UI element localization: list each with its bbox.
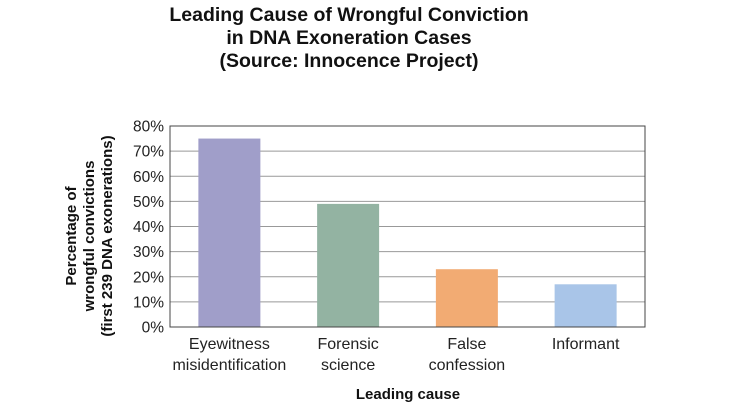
y-tick-label: 0%	[142, 320, 165, 337]
bars	[198, 138, 617, 327]
y-tick-label: 50%	[133, 194, 164, 211]
bar	[435, 269, 498, 327]
y-tick-label: 40%	[133, 219, 164, 236]
x-axis-label: Leading cause	[356, 386, 460, 403]
chart-title-line-3: (Source: Innocence Project)	[219, 50, 479, 72]
y-tick-label: 20%	[133, 269, 164, 286]
y-tick-labels: 0% 10% 20% 30% 40% 50% 60% 70% 80%	[133, 119, 164, 337]
y-tick-label: 60%	[133, 169, 164, 186]
chart-title-line-1: Leading Cause of Wrongful Conviction	[169, 4, 529, 26]
bar	[317, 203, 380, 327]
x-category-label: Forensic science	[317, 336, 378, 374]
x-category-label: Informant	[552, 336, 620, 353]
x-category-label: False confession	[429, 336, 506, 374]
y-axis-label: Percentage ofwrongful convictions(first …	[63, 135, 116, 336]
chart-title-line-2: in DNA Exoneration Cases	[226, 27, 472, 49]
y-tick-label: 10%	[133, 294, 164, 311]
plot-frame	[169, 125, 646, 328]
x-category-labels: Eyewitness misidentification Forensic scien…	[172, 336, 620, 374]
chart-title: Leading Cause of Wrongful Conviction in …	[0, 4, 698, 73]
y-tick-label: 70%	[133, 144, 164, 161]
bar	[198, 138, 261, 327]
y-tick-label: 80%	[133, 119, 164, 136]
x-category-label: Eyewitness misidentification	[172, 336, 286, 374]
bar	[554, 284, 617, 327]
y-tick-label: 30%	[133, 244, 164, 261]
